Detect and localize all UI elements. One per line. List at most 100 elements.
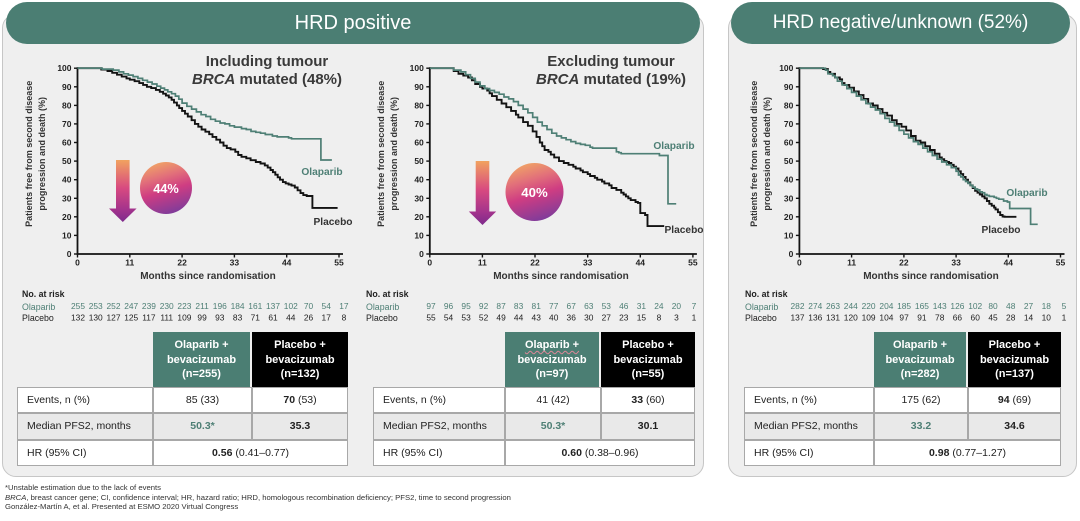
svg-text:63: 63 bbox=[584, 301, 594, 311]
svg-text:22: 22 bbox=[530, 258, 540, 268]
svg-text:252: 252 bbox=[107, 301, 121, 311]
svg-text:11: 11 bbox=[125, 258, 134, 268]
svg-text:31: 31 bbox=[637, 301, 647, 311]
svg-text:18: 18 bbox=[1042, 301, 1052, 311]
svg-text:165: 165 bbox=[915, 301, 929, 311]
svg-text:33: 33 bbox=[230, 258, 240, 268]
svg-text:239: 239 bbox=[142, 301, 156, 311]
svg-text:0: 0 bbox=[427, 258, 432, 268]
svg-text:49: 49 bbox=[496, 313, 506, 323]
svg-text:80: 80 bbox=[988, 301, 998, 311]
svg-text:0: 0 bbox=[67, 249, 72, 259]
svg-text:Placebo: Placebo bbox=[981, 225, 1020, 236]
svg-text:30: 30 bbox=[584, 313, 594, 323]
svg-text:70: 70 bbox=[304, 301, 314, 311]
svg-text:78: 78 bbox=[935, 313, 945, 323]
svg-text:8: 8 bbox=[657, 313, 662, 323]
svg-text:54: 54 bbox=[444, 313, 454, 323]
svg-text:253: 253 bbox=[89, 301, 103, 311]
svg-text:Olaparib: Olaparib bbox=[653, 141, 694, 152]
svg-text:117: 117 bbox=[142, 313, 156, 323]
svg-text:126: 126 bbox=[950, 301, 964, 311]
svg-text:3: 3 bbox=[674, 313, 679, 323]
svg-text:100: 100 bbox=[779, 63, 793, 73]
svg-text:109: 109 bbox=[177, 313, 191, 323]
svg-text:44: 44 bbox=[636, 258, 646, 268]
svg-text:70: 70 bbox=[414, 119, 424, 129]
svg-text:91: 91 bbox=[917, 313, 927, 323]
svg-text:7: 7 bbox=[692, 301, 697, 311]
svg-text:90: 90 bbox=[62, 82, 72, 92]
svg-text:137: 137 bbox=[791, 313, 805, 323]
svg-text:100: 100 bbox=[410, 63, 424, 73]
svg-text:0: 0 bbox=[789, 249, 794, 259]
svg-text:230: 230 bbox=[160, 301, 174, 311]
svg-text:30: 30 bbox=[62, 193, 72, 203]
svg-text:10: 10 bbox=[1042, 313, 1052, 323]
svg-text:11: 11 bbox=[847, 258, 856, 268]
svg-text:52: 52 bbox=[479, 313, 489, 323]
svg-text:66: 66 bbox=[953, 313, 963, 323]
svg-text:93: 93 bbox=[215, 313, 225, 323]
svg-text:40%: 40% bbox=[521, 185, 548, 200]
svg-text:70: 70 bbox=[62, 119, 72, 129]
svg-text:40: 40 bbox=[549, 313, 559, 323]
svg-text:48: 48 bbox=[1006, 301, 1016, 311]
svg-text:111: 111 bbox=[160, 313, 173, 323]
svg-text:33: 33 bbox=[583, 258, 593, 268]
svg-text:40: 40 bbox=[62, 175, 72, 185]
svg-text:67: 67 bbox=[567, 301, 577, 311]
svg-text:274: 274 bbox=[808, 301, 822, 311]
svg-text:104: 104 bbox=[879, 313, 893, 323]
svg-text:61: 61 bbox=[268, 313, 278, 323]
svg-text:102: 102 bbox=[968, 301, 982, 311]
svg-text:204: 204 bbox=[879, 301, 893, 311]
svg-text:80: 80 bbox=[784, 100, 794, 110]
svg-text:81: 81 bbox=[532, 301, 542, 311]
svg-text:44%: 44% bbox=[153, 181, 179, 196]
svg-text:50: 50 bbox=[62, 156, 72, 166]
svg-text:70: 70 bbox=[784, 119, 794, 129]
svg-text:109: 109 bbox=[862, 313, 876, 323]
svg-text:55: 55 bbox=[334, 258, 344, 268]
svg-text:223: 223 bbox=[177, 301, 191, 311]
svg-text:102: 102 bbox=[284, 301, 298, 311]
svg-text:92: 92 bbox=[479, 301, 489, 311]
svg-text:80: 80 bbox=[62, 100, 72, 110]
svg-text:8: 8 bbox=[342, 313, 347, 323]
svg-text:5: 5 bbox=[1062, 301, 1067, 311]
svg-text:22: 22 bbox=[899, 258, 909, 268]
svg-text:71: 71 bbox=[251, 313, 261, 323]
svg-text:83: 83 bbox=[514, 301, 524, 311]
svg-text:0: 0 bbox=[75, 258, 80, 268]
svg-text:247: 247 bbox=[124, 301, 138, 311]
svg-text:137: 137 bbox=[266, 301, 280, 311]
svg-text:40: 40 bbox=[784, 175, 794, 185]
svg-text:1: 1 bbox=[1062, 313, 1067, 323]
svg-text:20: 20 bbox=[784, 212, 794, 222]
svg-text:96: 96 bbox=[444, 301, 454, 311]
svg-text:10: 10 bbox=[414, 230, 424, 240]
svg-text:10: 10 bbox=[62, 230, 72, 240]
svg-text:20: 20 bbox=[672, 301, 682, 311]
svg-text:10: 10 bbox=[784, 230, 794, 240]
svg-text:83: 83 bbox=[233, 313, 243, 323]
svg-text:90: 90 bbox=[784, 82, 794, 92]
svg-text:136: 136 bbox=[808, 313, 822, 323]
svg-text:50: 50 bbox=[414, 156, 424, 166]
svg-text:125: 125 bbox=[124, 313, 138, 323]
svg-text:27: 27 bbox=[1024, 301, 1034, 311]
svg-text:33: 33 bbox=[951, 258, 961, 268]
svg-text:53: 53 bbox=[602, 301, 612, 311]
svg-text:60: 60 bbox=[784, 138, 794, 148]
svg-text:44: 44 bbox=[1004, 258, 1014, 268]
svg-text:255: 255 bbox=[71, 301, 85, 311]
svg-text:220: 220 bbox=[862, 301, 876, 311]
svg-text:185: 185 bbox=[897, 301, 911, 311]
svg-text:53: 53 bbox=[461, 313, 471, 323]
svg-text:54: 54 bbox=[322, 301, 332, 311]
svg-text:97: 97 bbox=[426, 301, 436, 311]
svg-text:1: 1 bbox=[692, 313, 697, 323]
svg-text:30: 30 bbox=[414, 193, 424, 203]
svg-text:17: 17 bbox=[339, 301, 349, 311]
